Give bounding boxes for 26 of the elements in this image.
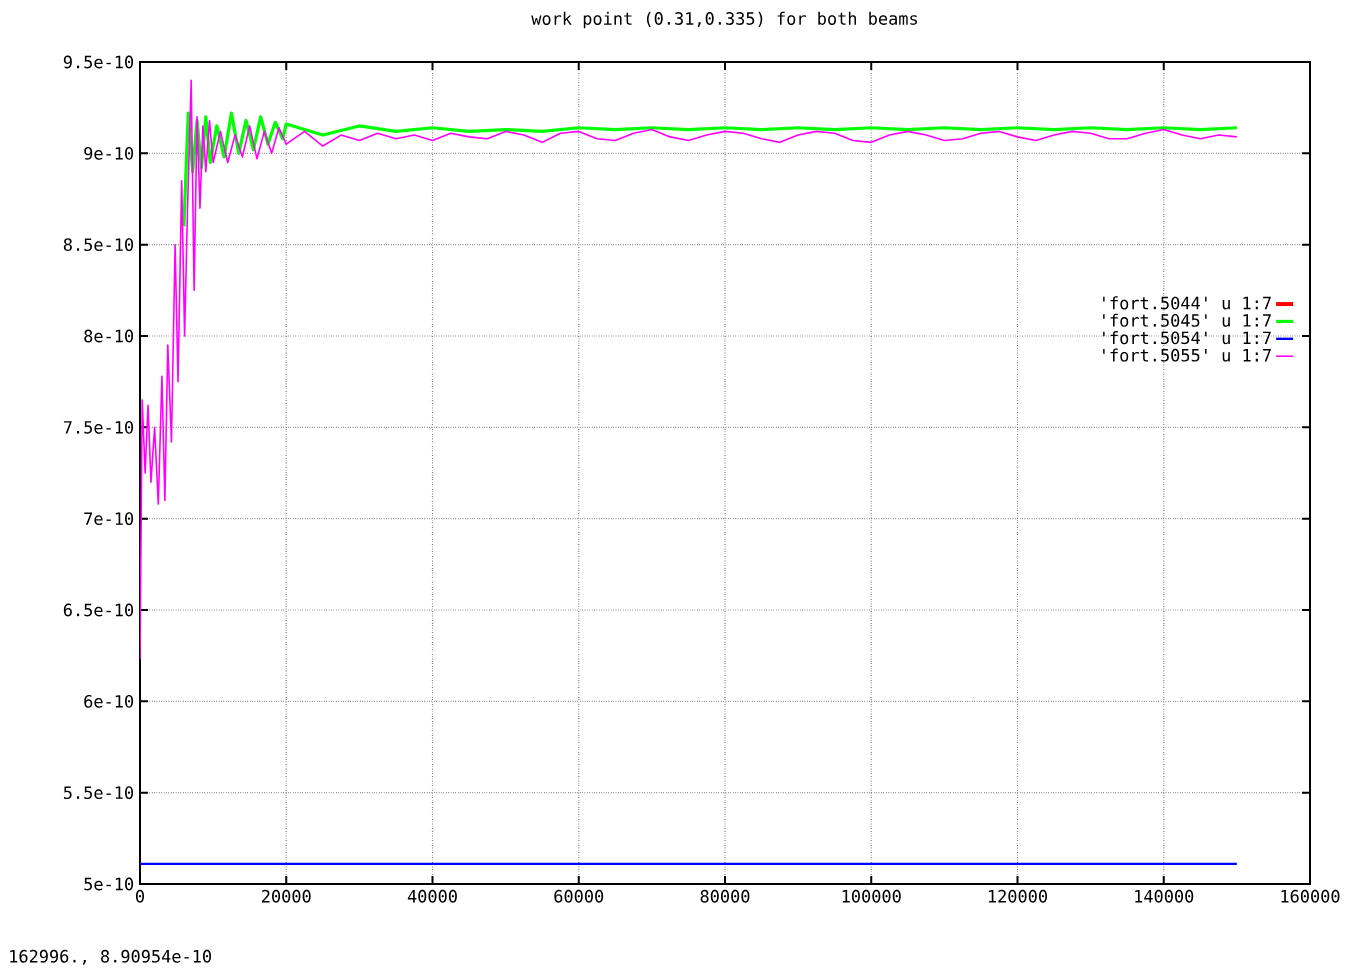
text: 162996., 8.90954e-10 [10,949,212,965]
x-tick-label: 100000 [842,889,901,903]
x-tick-label: 160000 [1281,889,1340,903]
legend-label: 'fort.5055' u 1:7 [1103,348,1271,362]
x-tick-label: 0 [136,889,144,903]
chart-title: work point (0.31,0.335) for both beams [531,11,918,29]
x-tick-label: 60000 [554,889,604,903]
y-tick-label: 5.5e-10 [63,786,134,800]
x-tick-label: 140000 [1135,889,1194,903]
x-tick-label: 80000 [700,889,750,903]
x-tick-label: 40000 [407,889,457,903]
y-tick-label: 7.5e-10 [63,420,134,434]
y-tick-label: 6.5e-10 [63,603,134,617]
legend-label: 'fort.5045' u 1:7 [1103,313,1271,327]
legend-label: 'fort.5044' u 1:7 [1103,296,1271,310]
legend-label: 'fort.5054' u 1:7 [1103,331,1271,345]
x-tick-label: 120000 [988,889,1047,903]
y-tick-label: 9e-10 [84,146,134,160]
y-tick-label: 6e-10 [84,694,134,708]
y-tick-label: 8.5e-10 [63,238,134,252]
y-tick-label: 7e-10 [84,512,134,526]
line-series [140,79,1238,661]
y-tick-label: 5e-10 [84,877,134,891]
x-tick-label: 20000 [262,889,311,903]
y-tick-label: 9.5e-10 [63,55,134,69]
y-tick-label: 8e-10 [84,329,134,343]
